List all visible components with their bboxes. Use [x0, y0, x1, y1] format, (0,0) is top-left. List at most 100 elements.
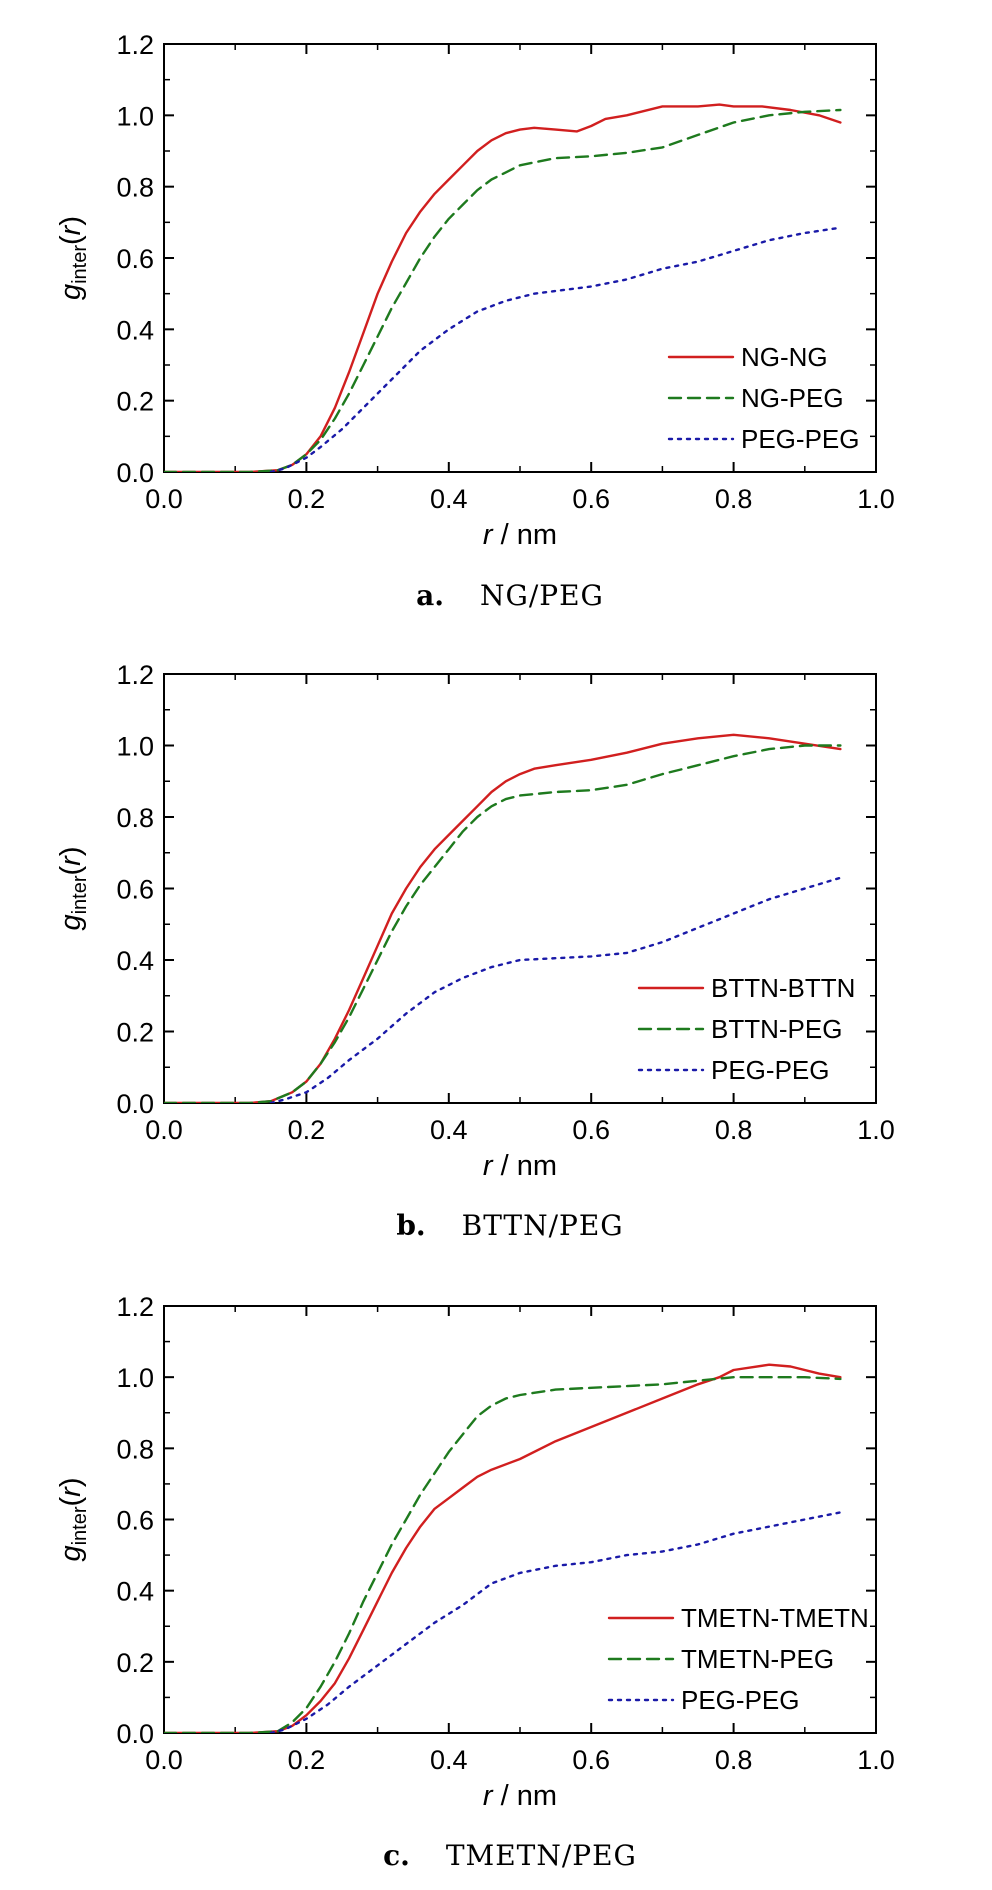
- series-line-ng-peg: [164, 108, 842, 472]
- y-tick-label: 0.2: [116, 1648, 154, 1678]
- caption-letter: c.: [383, 1839, 410, 1872]
- x-axis-unit: / nm: [493, 1150, 557, 1182]
- legend-label-peg-peg: PEG-PEG: [711, 1055, 829, 1085]
- y-tick-label: 1.0: [116, 732, 154, 762]
- y-axis-paren-open: (: [55, 235, 87, 245]
- y-axis-subscript: inter: [69, 875, 91, 914]
- x-tick-label: 0.8: [715, 1745, 753, 1775]
- series-line-ng-ng: [164, 103, 842, 472]
- y-tick-label: 0.6: [116, 1506, 154, 1536]
- y-tick-label: 0.8: [116, 173, 154, 203]
- series-line-peg-peg: [269, 876, 842, 1103]
- x-axis-label: r / nm: [483, 1150, 557, 1182]
- y-tick-label: 0.0: [116, 1719, 154, 1749]
- series-group: [164, 733, 842, 1103]
- x-tick-label: 0.4: [430, 1745, 468, 1775]
- y-axis-argument: r: [55, 224, 87, 235]
- legend-label-peg-peg: PEG-PEG: [741, 424, 859, 454]
- y-tick-label: 1.2: [116, 660, 154, 690]
- y-tick-label: 1.2: [116, 30, 154, 60]
- legend-label-ng-ng: NG-NG: [741, 342, 828, 372]
- y-tick-label: 0.8: [116, 803, 154, 833]
- y-axis-argument: r: [55, 855, 87, 866]
- x-tick-label: 0.8: [715, 1115, 753, 1145]
- series-line-tmetn-tmetn: [164, 1363, 842, 1733]
- y-axis-paren-close: ): [55, 216, 87, 226]
- x-tick-label: 0.2: [288, 484, 326, 514]
- y-tick-label: 0.2: [116, 387, 154, 417]
- y-tick-label: 0.0: [116, 1089, 154, 1119]
- y-axis-subscript: inter: [69, 1506, 91, 1545]
- chart-panel-2: 0.0 0.2 0.4 0.6 0.8 1.0 0.0 0.2 0.4 0.6 0.8 1.0 1.2 r…: [55, 660, 895, 1242]
- y-axis-variable: g: [55, 284, 87, 300]
- panel-caption: a. NG/PEG: [416, 579, 604, 612]
- x-axis-unit: / nm: [493, 519, 557, 551]
- legend-label-peg-peg: PEG-PEG: [681, 1685, 799, 1715]
- x-tick-label: 1.0: [857, 484, 895, 514]
- legend-label-bttn-bttn: BTTN-BTTN: [711, 973, 855, 1003]
- chart-panel-1: 0.0 0.2 0.4 0.6 0.8 1.0 0.0 0.2 0.4 0.6 0.8 1.0 1.2 r…: [55, 30, 895, 612]
- series-line-bttn-peg: [164, 744, 842, 1103]
- y-axis-paren-close: ): [55, 846, 87, 856]
- caption-text: TMETN/PEG: [446, 1839, 637, 1872]
- y-axis-variable: g: [55, 914, 87, 930]
- x-axis-unit: / nm: [493, 1780, 557, 1812]
- panel-caption: c. TMETN/PEG: [383, 1839, 637, 1872]
- caption-text: NG/PEG: [480, 579, 604, 612]
- legend-label-tmetn-peg: TMETN-PEG: [681, 1644, 834, 1674]
- x-tick-label: 0.4: [430, 484, 468, 514]
- series-line-peg-peg: [269, 1511, 842, 1733]
- series-line-tmetn-peg: [164, 1376, 842, 1733]
- y-tick-label: 0.4: [116, 315, 154, 345]
- series-group: [164, 103, 842, 472]
- y-axis-paren-close: ): [55, 1477, 87, 1487]
- caption-letter: a.: [416, 579, 444, 612]
- x-axis-variable: r: [483, 519, 494, 551]
- y-tick-label: 0.4: [116, 946, 154, 976]
- x-tick-label: 0.0: [145, 1115, 183, 1145]
- x-tick-label: 0.4: [430, 1115, 468, 1145]
- y-tick-label: 1.0: [116, 1363, 154, 1393]
- x-tick-label: 1.0: [857, 1745, 895, 1775]
- y-axis-label: ginter(r): [55, 846, 91, 930]
- legend-label-bttn-peg: BTTN-PEG: [711, 1014, 842, 1044]
- caption-letter: b.: [396, 1209, 425, 1242]
- y-axis-label: ginter(r): [55, 1477, 91, 1561]
- caption-text: BTTN/PEG: [462, 1209, 624, 1242]
- y-axis-paren-open: (: [55, 1496, 87, 1506]
- x-tick-label: 0.0: [145, 484, 183, 514]
- x-tick-label: 0.2: [288, 1115, 326, 1145]
- y-tick-label: 1.2: [116, 1292, 154, 1322]
- series-group: [164, 1363, 842, 1733]
- series-line-bttn-bttn: [164, 733, 842, 1103]
- y-tick-label: 0.0: [116, 458, 154, 488]
- x-tick-label: 0.6: [572, 1745, 610, 1775]
- chart-panel-3: 0.0 0.2 0.4 0.6 0.8 1.0 0.0 0.2 0.4 0.6 0.8 1.0 1.2 r…: [55, 1292, 895, 1872]
- legend-label-ng-peg: NG-PEG: [741, 383, 844, 413]
- x-tick-label: 0.8: [715, 484, 753, 514]
- x-tick-label: 0.0: [145, 1745, 183, 1775]
- y-axis-argument: r: [55, 1486, 87, 1497]
- y-tick-label: 0.6: [116, 244, 154, 274]
- series-line-peg-peg: [269, 226, 842, 472]
- y-tick-label: 0.8: [116, 1434, 154, 1464]
- y-axis-subscript: inter: [69, 245, 91, 284]
- x-tick-label: 0.2: [288, 1745, 326, 1775]
- y-tick-label: 1.0: [116, 101, 154, 131]
- y-tick-label: 0.2: [116, 1018, 154, 1048]
- y-axis-label: ginter(r): [55, 216, 91, 300]
- x-axis-variable: r: [483, 1150, 494, 1182]
- x-tick-label: 0.6: [572, 484, 610, 514]
- x-axis-label: r / nm: [483, 1780, 557, 1812]
- x-tick-label: 1.0: [857, 1115, 895, 1145]
- x-axis-label: r / nm: [483, 519, 557, 551]
- y-axis-paren-open: (: [55, 865, 87, 875]
- legend-label-tmetn-tmetn: TMETN-TMETN: [681, 1603, 869, 1633]
- y-axis-variable: g: [55, 1545, 87, 1561]
- x-axis-variable: r: [483, 1780, 494, 1812]
- y-tick-label: 0.4: [116, 1577, 154, 1607]
- y-tick-label: 0.6: [116, 875, 154, 905]
- panel-caption: b. BTTN/PEG: [396, 1209, 623, 1242]
- x-tick-label: 0.6: [572, 1115, 610, 1145]
